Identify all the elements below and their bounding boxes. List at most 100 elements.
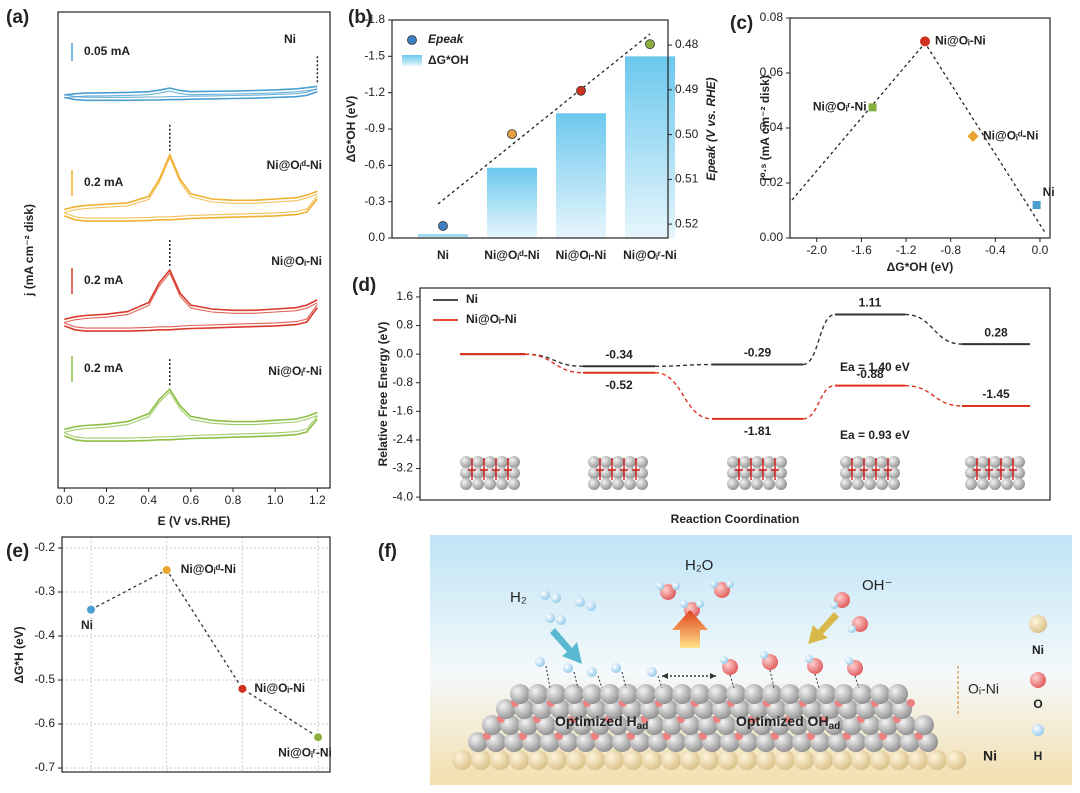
structure-bond <box>1009 458 1017 480</box>
y-tick-label: -4.0 <box>392 489 413 503</box>
panel-label: (b) <box>348 7 372 28</box>
point-label: Ni@Oᵢ-Ni <box>254 681 305 695</box>
y-tick-label: -0.9 <box>364 121 385 135</box>
surface-atom <box>528 684 548 704</box>
data-point <box>237 683 248 694</box>
ni-atom <box>471 750 491 770</box>
connector <box>904 313 963 345</box>
surface-atom <box>658 699 678 719</box>
cv-curve-cycle <box>64 156 318 213</box>
oxygen-atom <box>907 699 915 707</box>
structure-atom <box>588 456 600 468</box>
panel-label: (c) <box>730 13 753 34</box>
legend-marker <box>402 55 422 66</box>
structure-bond <box>504 458 512 480</box>
bond <box>769 669 775 689</box>
structure-bond <box>468 458 476 480</box>
point-label: Ni <box>81 618 93 632</box>
surface-atom <box>662 715 682 735</box>
legend-label: Ni <box>1032 643 1044 657</box>
surface-atom <box>752 715 772 735</box>
scale-bar-label: 0.2 mA <box>84 273 124 287</box>
curve-label: Ni@Oᵢʳ-Ni <box>268 364 322 378</box>
h-atom <box>575 597 585 607</box>
structure-atom <box>775 467 787 479</box>
surface-atom <box>496 699 516 719</box>
y-tick-label: -0.7 <box>34 760 55 774</box>
x-tick-label: -1.6 <box>851 243 872 257</box>
surface-atom <box>738 732 758 752</box>
y-tick-label: 0.0 <box>396 346 413 360</box>
arrow <box>550 628 582 664</box>
surface-atom <box>892 699 912 719</box>
cv-curve <box>64 198 318 222</box>
y-tick-label: 0.00 <box>760 230 784 244</box>
structure-atom <box>508 478 520 490</box>
point-label: Ni@Oᵢ-Ni <box>935 34 986 48</box>
legend-atom <box>1032 724 1044 736</box>
surface-atom <box>612 732 632 752</box>
structure-bond <box>759 458 767 480</box>
axis-title: j⁰·ˢ (mA cm⁻² disk) <box>758 75 772 182</box>
surface-atom <box>846 732 866 752</box>
structure-atom <box>977 467 989 479</box>
structure-atom <box>624 456 636 468</box>
structure-atom <box>624 478 636 490</box>
structure-bond <box>632 458 640 480</box>
curve-label: Ni@Oᵢ-Ni <box>271 254 322 268</box>
x-tick-label: Ni@Oᵢᵈ-Ni <box>484 248 539 262</box>
ni-atom <box>946 750 966 770</box>
h-atom <box>563 663 573 673</box>
scale-bar-label: 0.2 mA <box>84 175 124 189</box>
h-atom <box>551 593 561 603</box>
plot-frame <box>57 11 331 489</box>
structure-atom <box>636 456 648 468</box>
structure-atom <box>965 456 977 468</box>
h-atom <box>760 651 768 659</box>
structure-atom <box>864 467 876 479</box>
structure-atom <box>763 467 775 479</box>
structure-atom <box>612 467 624 479</box>
connector <box>524 353 584 374</box>
x-tick-label: 0.0 <box>1032 243 1049 257</box>
surface-atom <box>784 699 804 719</box>
cv-curve <box>64 268 318 321</box>
surface-atom <box>626 715 646 735</box>
surface-atom <box>888 684 908 704</box>
structure-atom <box>840 478 852 490</box>
h-atom <box>656 582 664 590</box>
y-tick-label: 0.0 <box>368 230 385 244</box>
panel-label: (e) <box>6 541 29 562</box>
structure-bond <box>620 458 628 480</box>
y-tick-label: -0.3 <box>364 194 385 208</box>
y-tick-label: 0.49 <box>675 82 699 96</box>
structure-atom <box>840 467 852 479</box>
h-atom <box>672 582 680 590</box>
surface-atom <box>510 684 530 704</box>
connector <box>524 353 584 367</box>
surface-atom <box>828 732 848 752</box>
surface-label-main: Optimized H <box>555 713 637 729</box>
structure-atom <box>484 456 496 468</box>
surface-atom <box>640 699 660 719</box>
surface-atom <box>630 732 650 752</box>
surface-atom <box>852 684 872 704</box>
axis-title: Relative Free Energy (eV) <box>376 322 390 467</box>
o-atom <box>714 582 730 598</box>
surface-atom <box>806 715 826 735</box>
bond <box>573 671 579 689</box>
h-atom <box>710 580 718 588</box>
h-atom <box>535 657 545 667</box>
h-atom <box>726 580 734 588</box>
surface-atom <box>540 732 560 752</box>
structure-atom <box>496 467 508 479</box>
structure-bond <box>747 458 755 480</box>
surface-atom <box>522 732 542 752</box>
connector <box>654 372 713 420</box>
panel-label: (a) <box>6 7 29 28</box>
x-tick-label: -2.0 <box>806 243 827 257</box>
x-tick-label: 1.0 <box>267 493 284 507</box>
structure-bond <box>872 458 880 480</box>
surface-atom <box>622 699 642 719</box>
surface-atom <box>712 699 732 719</box>
